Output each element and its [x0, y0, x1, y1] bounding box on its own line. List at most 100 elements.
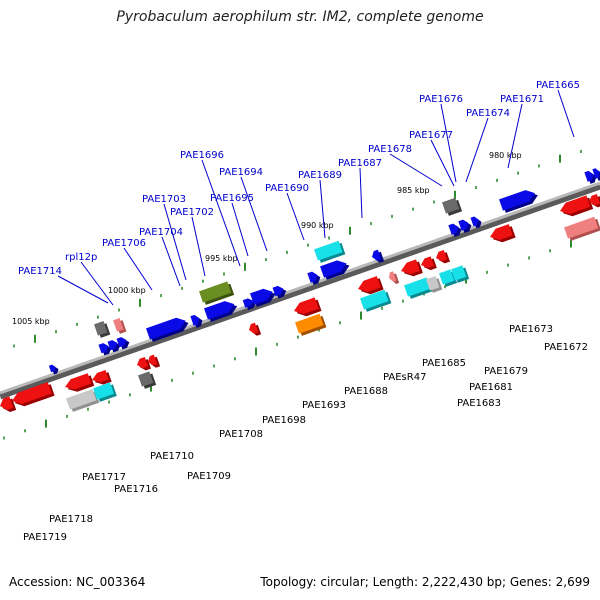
- gene-forward: [94, 321, 111, 338]
- lower-gene-label: PAE1718: [49, 514, 93, 525]
- gene-forward-body: [242, 298, 254, 308]
- upper-gene-label: PAE1665: [536, 80, 580, 91]
- gene-reverse: [389, 271, 400, 284]
- genome-backbone: [0, 181, 600, 400]
- gene-reverse: [589, 193, 600, 208]
- gene-reverse: [401, 259, 423, 277]
- gene-forward-body: [584, 170, 594, 182]
- upper-gene-label: PAE1714: [18, 266, 62, 277]
- gene-reverse-body: [12, 382, 52, 405]
- backbone-shadow: [0, 182, 600, 400]
- backbone-line: [0, 181, 600, 395]
- upper-leader-line: [389, 153, 443, 187]
- upper-gene-label: PAE1704: [139, 227, 183, 238]
- gene-forward: [499, 190, 538, 213]
- gene-forward-body: [199, 281, 232, 303]
- gene-reverse: [421, 256, 437, 271]
- lower-gene-label: PAE1698: [262, 415, 306, 426]
- gene-reverse: [0, 396, 17, 413]
- gene-reverse: [92, 369, 112, 385]
- upper-leader-line: [430, 139, 455, 187]
- gene-reverse-body: [401, 259, 420, 275]
- gene-reverse-body: [66, 389, 97, 410]
- gene-forward: [448, 223, 462, 237]
- lower-gene-label: PAE1710: [150, 451, 194, 462]
- upper-leader-line: [231, 202, 249, 257]
- gene-reverse-body: [421, 256, 434, 268]
- lower-leader-line: [460, 364, 502, 460]
- lower-leader-line: [88, 88, 98, 470]
- gene-forward: [470, 216, 482, 229]
- gene-reverse: [294, 297, 322, 317]
- upper-gene-label: PAE1703: [142, 194, 186, 205]
- upper-gene-label: PAE1696: [180, 150, 224, 161]
- gene-reverse-body: [92, 369, 109, 383]
- upper-leader-line: [240, 176, 268, 252]
- gene-forward: [584, 170, 597, 184]
- scale-label: 1000 kbp: [108, 286, 146, 295]
- gene-reverse-body: [404, 277, 431, 297]
- scale-label: 990 kbp: [301, 221, 334, 230]
- gene-forward: [107, 340, 121, 353]
- upper-leader-line: [161, 236, 181, 287]
- upper-gene-label: PAE1695: [210, 193, 254, 204]
- gene-reverse-body: [294, 297, 319, 315]
- gene-reverse-body: [148, 354, 158, 366]
- gene-forward: [199, 281, 235, 305]
- gene-reverse: [404, 277, 434, 299]
- upper-gene-label: PAE1676: [419, 94, 463, 105]
- gene-reverse-body: [490, 224, 513, 241]
- upper-leader-line: [286, 192, 305, 241]
- gene-reverse: [564, 216, 600, 241]
- scale-label: 980 kbp: [489, 151, 522, 160]
- upper-gene-label: PAE1678: [368, 144, 412, 155]
- upper-gene-label: PAE1687: [338, 158, 382, 169]
- gene-reverse: [65, 373, 95, 392]
- upper-gene-label: PAE1694: [219, 167, 263, 178]
- upper-leader-line: [557, 89, 575, 138]
- gene-forward-body: [116, 337, 127, 348]
- gene-reverse-body: [295, 313, 324, 334]
- gene-reverse-body: [358, 276, 381, 293]
- lower-gene-label: PAE1693: [302, 400, 346, 411]
- gene-forward: [372, 249, 385, 263]
- gene-forward-body: [272, 285, 284, 297]
- upper-gene-label: PAE1677: [409, 130, 453, 141]
- upper-leader-line: [201, 159, 241, 267]
- lower-gene-label: PAE1672: [544, 342, 588, 353]
- gene-reverse-body: [451, 265, 467, 281]
- lower-gene-label: PAE1716: [114, 484, 158, 495]
- upper-leader-line: [440, 103, 457, 183]
- gene-forward: [320, 260, 350, 280]
- gene-reverse-body: [564, 216, 599, 239]
- gene-forward: [98, 343, 112, 356]
- gene-reverse-body: [0, 396, 14, 410]
- gene-reverse-body: [65, 373, 92, 390]
- gene-forward-body: [448, 223, 459, 235]
- gene-reverse: [426, 276, 443, 293]
- gene-forward-body: [320, 260, 347, 278]
- gene-forward: [146, 317, 189, 342]
- gene-features: [0, 168, 600, 413]
- upper-leader-line: [80, 261, 114, 306]
- lower-leader-line: [524, 340, 562, 524]
- upper-gene-label: PAE1671: [500, 94, 544, 105]
- accession-text: Accession: NC_003364: [9, 575, 146, 589]
- gene-reverse: [560, 195, 594, 217]
- upper-leader-line: [123, 247, 153, 291]
- gene-forward: [116, 337, 130, 350]
- scale-label: 995 kbp: [205, 254, 238, 263]
- gene-forward: [442, 197, 463, 216]
- lower-gene-label: PAE1708: [219, 429, 263, 440]
- gene-forward-body: [458, 219, 469, 231]
- gene-reverse-body: [138, 371, 154, 387]
- upper-leader-line: [163, 203, 187, 281]
- gene-reverse: [12, 382, 55, 407]
- lower-gene-label: PAE1673: [509, 324, 553, 335]
- gene-forward-body: [470, 216, 479, 227]
- gene-reverse: [451, 265, 470, 283]
- gene-forward: [272, 285, 287, 299]
- gene-forward-body: [314, 240, 343, 261]
- gene-reverse-body: [249, 322, 259, 334]
